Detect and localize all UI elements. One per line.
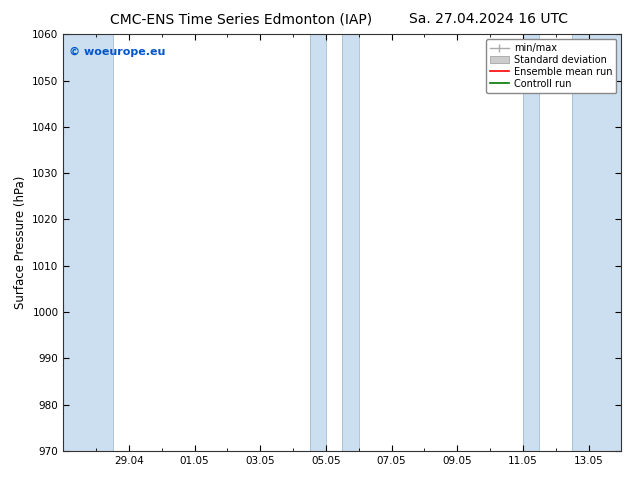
Text: CMC-ENS Time Series Edmonton (IAP): CMC-ENS Time Series Edmonton (IAP) <box>110 12 372 26</box>
Bar <box>342 34 359 451</box>
Bar <box>309 34 326 451</box>
Bar <box>572 34 621 451</box>
Text: © woeurope.eu: © woeurope.eu <box>69 47 165 57</box>
Text: Sa. 27.04.2024 16 UTC: Sa. 27.04.2024 16 UTC <box>409 12 567 26</box>
Legend: min/max, Standard deviation, Ensemble mean run, Controll run: min/max, Standard deviation, Ensemble me… <box>486 39 616 93</box>
Y-axis label: Surface Pressure (hPa): Surface Pressure (hPa) <box>14 176 27 309</box>
Bar <box>63 34 113 451</box>
Bar <box>523 34 540 451</box>
